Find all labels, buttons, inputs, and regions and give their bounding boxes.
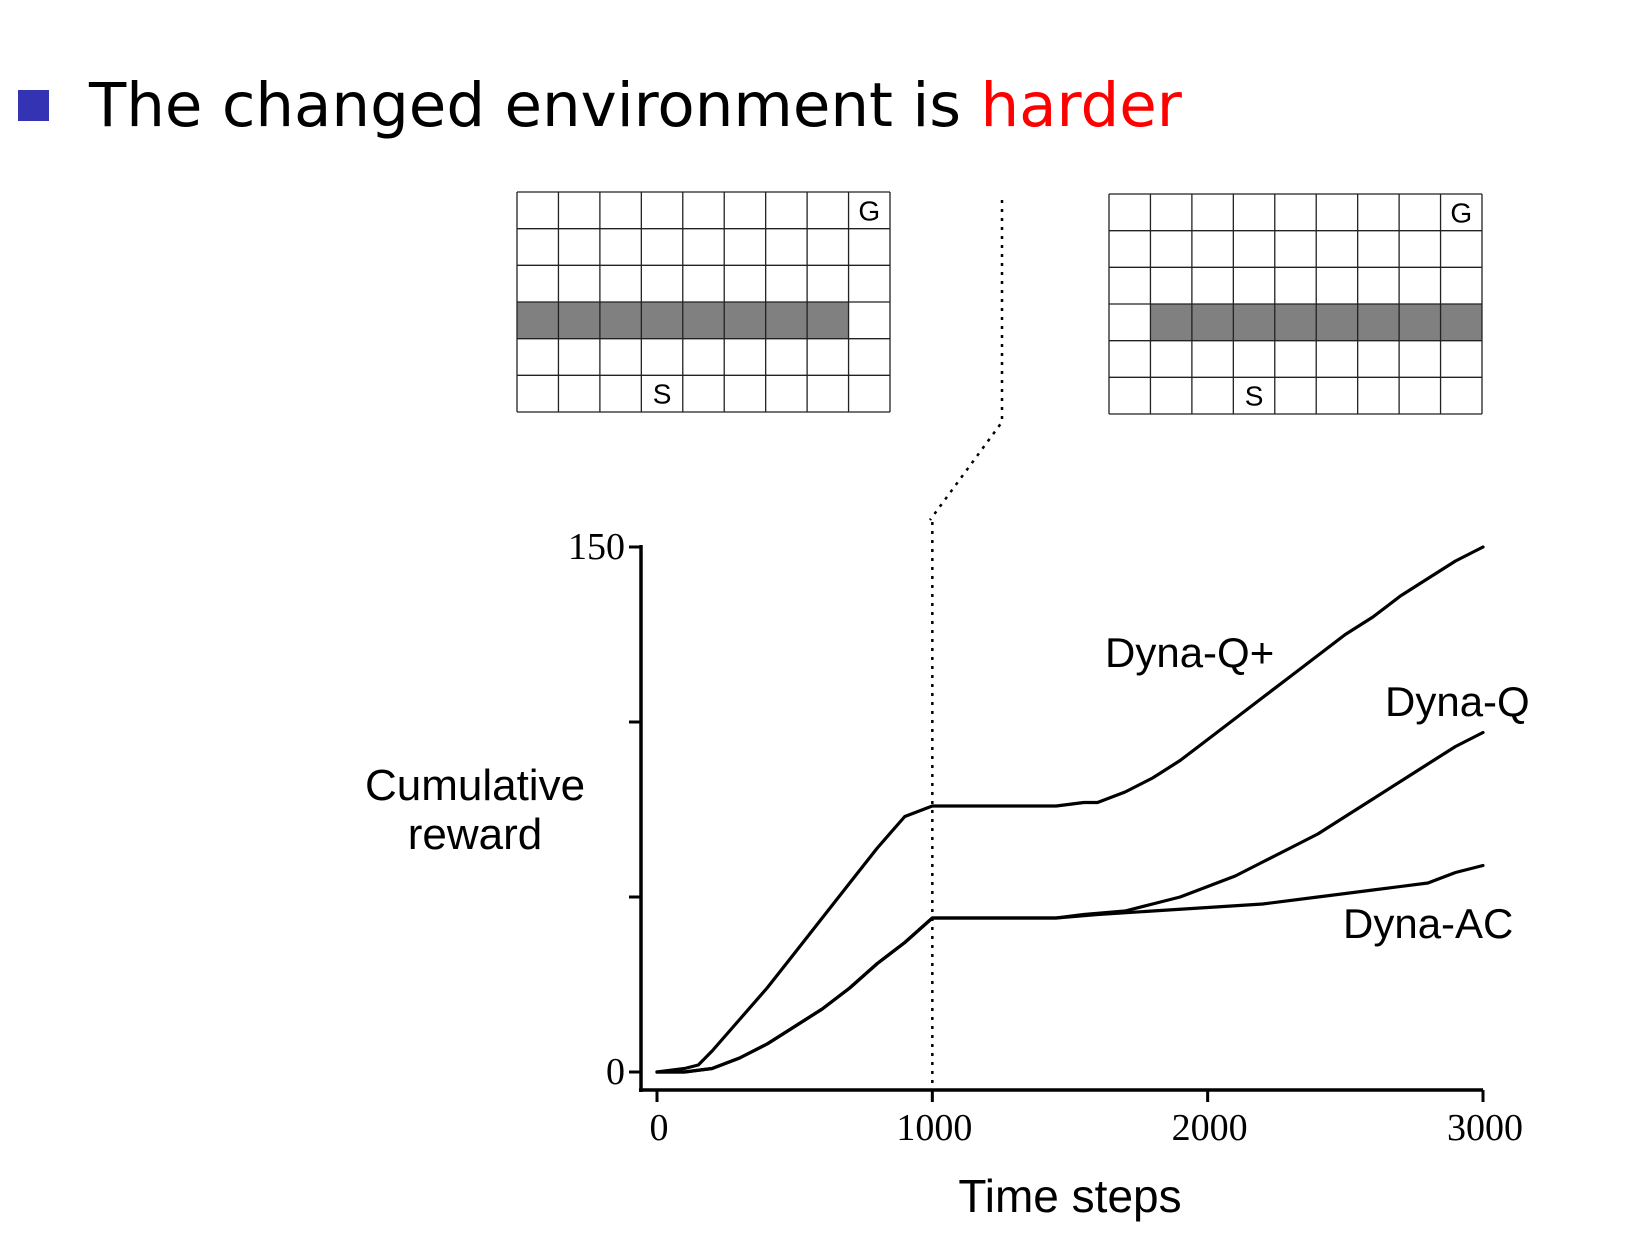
change-connector-line bbox=[928, 200, 1004, 521]
maze-start-label: S bbox=[1245, 381, 1264, 412]
series-lines bbox=[655, 545, 1485, 1074]
maze-goal-label: G bbox=[1450, 197, 1472, 228]
y-axis-label-line-1: Cumulative bbox=[365, 761, 585, 810]
y-tick-label: 150 bbox=[568, 526, 625, 568]
series-line-dyna-ac bbox=[655, 863, 1485, 1074]
x-tick-label: 2000 bbox=[1172, 1107, 1248, 1149]
maze-before: GS bbox=[516, 191, 891, 413]
maze-start-label: S bbox=[653, 379, 672, 410]
cumulative-reward-chart: 0 150 0 1000 2000 3000 Cumulative reward Tim… bbox=[365, 522, 1530, 1222]
maze-goal-label: G bbox=[858, 195, 880, 226]
headline: The changed environment is harder bbox=[89, 70, 1182, 141]
x-axis-ticks: 0 1000 2000 3000 bbox=[650, 1090, 1523, 1149]
x-tick-label: 3000 bbox=[1447, 1107, 1523, 1149]
x-tick-label: 0 bbox=[650, 1107, 669, 1149]
series-line-dyna-q-plus bbox=[655, 545, 1485, 1074]
headline-text: The changed environment is bbox=[89, 69, 981, 141]
bullet-line: The changed environment is harder bbox=[18, 60, 1182, 150]
x-axis-label: Time steps bbox=[958, 1170, 1181, 1222]
y-tick-label: 0 bbox=[606, 1051, 625, 1093]
headline-accent: harder bbox=[980, 69, 1182, 141]
series-label-dyna-q-plus: Dyna-Q+ bbox=[1105, 629, 1274, 676]
series-label-dyna-q: Dyna-Q bbox=[1385, 678, 1530, 725]
y-axis-ticks: 0 150 bbox=[568, 526, 641, 1093]
y-axis-label-line-2: reward bbox=[408, 810, 543, 859]
square-bullet-icon bbox=[18, 89, 49, 121]
maze-after: GS bbox=[1108, 193, 1483, 415]
x-tick-label: 1000 bbox=[896, 1107, 972, 1149]
series-label-dyna-ac: Dyna-AC bbox=[1343, 900, 1513, 947]
